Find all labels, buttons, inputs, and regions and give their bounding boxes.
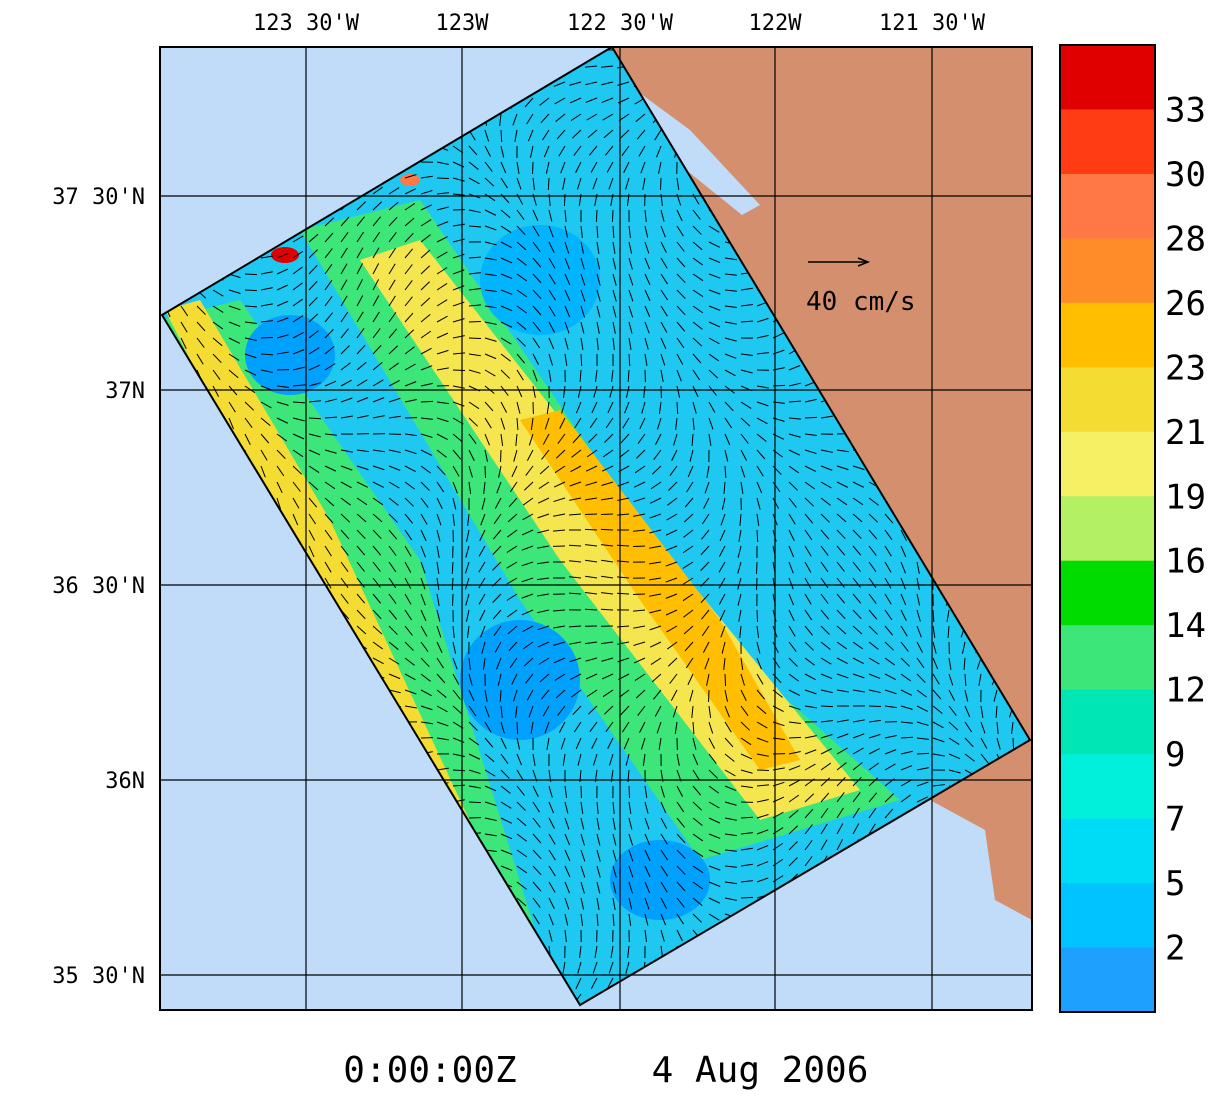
colorbar-band xyxy=(1060,625,1155,690)
colorbar: 33 30 28 26 23 21 19 16 14 12 9 7 5 2 xyxy=(1060,45,1206,1013)
colorbar-band xyxy=(1060,561,1155,626)
velocity-vector xyxy=(617,545,629,546)
colorbar-label: 9 xyxy=(1165,735,1185,775)
colorbar-band xyxy=(1060,174,1155,239)
colorbar-band xyxy=(1060,109,1155,174)
lon-label: 123 30'W xyxy=(253,11,360,36)
velocity-vector xyxy=(805,417,817,418)
colorbar-band xyxy=(1060,367,1155,432)
velocity-vector xyxy=(245,290,257,291)
lon-label: 122 30'W xyxy=(567,11,674,36)
velocity-vector xyxy=(917,753,929,754)
scale-label: 40 cm/s xyxy=(806,287,916,317)
velocity-vector xyxy=(596,210,597,222)
timestamp: 0:00:00Z xyxy=(343,1050,516,1091)
colorbar-label: 12 xyxy=(1165,671,1206,711)
velocity-vector xyxy=(741,817,753,818)
date: 4 Aug 2006 xyxy=(652,1050,869,1091)
velocity-vector xyxy=(601,529,613,530)
colorbar-band xyxy=(1060,303,1155,368)
velocity-vector xyxy=(757,530,758,542)
colorbar-band xyxy=(1060,45,1155,110)
velocity-vector xyxy=(469,321,481,322)
velocity-vector xyxy=(612,210,613,222)
colorbar-band xyxy=(1060,948,1155,1013)
colorbar-label: 23 xyxy=(1165,348,1206,388)
colorbar-label: 19 xyxy=(1165,477,1206,517)
colorbar-label: 26 xyxy=(1165,284,1206,324)
lon-label: 121 30'W xyxy=(879,11,986,36)
velocity-vector xyxy=(633,546,645,547)
velocity-vector xyxy=(677,402,678,414)
velocity-vector xyxy=(501,130,502,142)
colorbar-band xyxy=(1060,819,1155,884)
velocity-vector xyxy=(437,178,449,179)
velocity-vector xyxy=(585,529,597,530)
colorbar-label: 16 xyxy=(1165,542,1206,582)
lat-label: 37 30'N xyxy=(52,185,145,210)
velocity-vector xyxy=(789,737,801,738)
velocity-vector xyxy=(421,401,433,402)
lat-label: 37N xyxy=(105,379,145,404)
velocity-vector xyxy=(517,722,518,734)
velocity-vector xyxy=(548,178,549,190)
velocity-vector xyxy=(1013,738,1014,750)
velocity-vector xyxy=(532,162,533,174)
colorbar-band xyxy=(1060,754,1155,819)
colorbar-label: 5 xyxy=(1165,864,1185,904)
lon-label: 123W xyxy=(436,11,490,36)
colorbar-label: 21 xyxy=(1165,413,1206,453)
velocity-vector xyxy=(485,466,486,478)
lat-label: 35 30'N xyxy=(52,964,145,989)
colorbar-band xyxy=(1060,883,1155,948)
velocity-vector xyxy=(757,610,758,622)
lon-label: 122W xyxy=(749,11,803,36)
velocity-vector xyxy=(725,674,726,686)
colorbar-label: 28 xyxy=(1165,219,1206,259)
velocity-vector xyxy=(581,354,582,366)
velocity-vector xyxy=(629,786,630,798)
colorbar-band xyxy=(1060,238,1155,303)
figure: 40 cm/s 123 30'W 123W 122 30'W 122W 121 … xyxy=(0,0,1228,1094)
colorbar-label: 30 xyxy=(1165,155,1206,195)
velocity-vector xyxy=(741,897,753,898)
colorbar-band xyxy=(1060,690,1155,755)
velocity-vector xyxy=(245,274,257,275)
colorbar-label: 2 xyxy=(1165,929,1185,969)
colorbar-label: 33 xyxy=(1165,90,1206,130)
lat-label: 36 30'N xyxy=(52,574,145,599)
velocity-vector xyxy=(821,706,833,707)
colorbar-label: 7 xyxy=(1165,800,1185,840)
map: 40 cm/s xyxy=(150,40,1050,1020)
colorbar-band xyxy=(1060,432,1155,497)
colorbar-label: 14 xyxy=(1165,606,1206,646)
colorbar-band xyxy=(1060,496,1155,561)
lat-label: 36N xyxy=(105,769,145,794)
velocity-vector xyxy=(869,706,881,707)
velocity-vector xyxy=(469,802,481,803)
